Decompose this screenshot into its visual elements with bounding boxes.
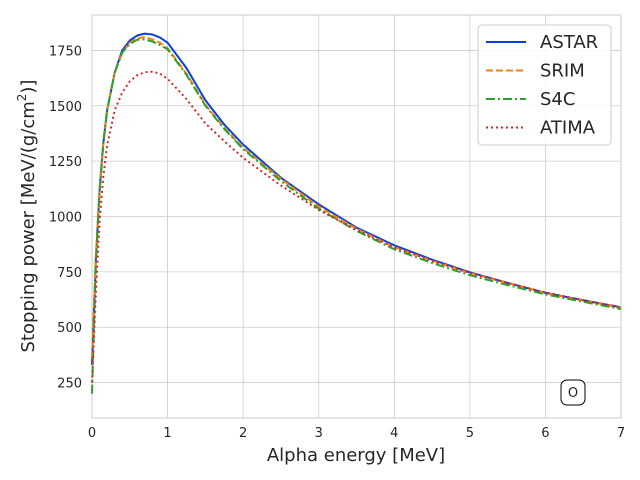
x-tick-label: 2: [239, 426, 247, 441]
legend: ASTAR SRIM S4C ATIMA: [477, 24, 612, 146]
annotation-label: O: [568, 386, 578, 401]
legend-label-s4c: S4C: [540, 89, 575, 110]
legend-box: [477, 24, 612, 146]
y-tick-label: 1000: [49, 211, 82, 226]
x-tick-label: 3: [315, 426, 323, 441]
x-axis-ticks: 0 1 2 3 4 5 6 7: [88, 426, 625, 441]
y-axis-label-tail: )]: [18, 80, 39, 94]
y-tick-label: 1250: [49, 155, 82, 170]
series-group: [91, 32, 622, 394]
x-tick-label: 7: [617, 426, 625, 441]
x-tick-label: 4: [390, 426, 398, 441]
y-axis-label: Stopping power [MeV/(g/cm2)]: [15, 80, 39, 353]
y-axis-label-superscript: 2: [15, 94, 29, 102]
series-line-atima: [91, 70, 622, 383]
x-tick-label: 0: [88, 426, 96, 441]
y-tick-label: 250: [57, 377, 82, 392]
y-tick-label: 500: [57, 321, 82, 336]
legend-label-srim: SRIM: [540, 61, 585, 82]
y-tick-label: 750: [57, 266, 82, 281]
x-tick-label: 5: [466, 426, 474, 441]
x-tick-label: 6: [541, 426, 549, 441]
y-axis-ticks: 250 500 750 1000 1250 1500 1750: [49, 44, 82, 391]
legend-label-atima: ATIMA: [540, 118, 596, 139]
y-tick-label: 1750: [49, 44, 82, 59]
annotation-box: O: [560, 379, 586, 406]
series-line-s4c: [91, 38, 622, 394]
x-axis-label: Alpha energy [MeV]: [267, 445, 445, 466]
x-tick-label: 1: [163, 426, 171, 441]
annotation-frame: [560, 379, 586, 406]
y-tick-label: 1500: [49, 100, 82, 115]
legend-label-astar: ASTAR: [540, 32, 598, 53]
y-axis-label-main: Stopping power [MeV/(g/cm: [18, 101, 39, 352]
plot-frame: [91, 14, 622, 419]
